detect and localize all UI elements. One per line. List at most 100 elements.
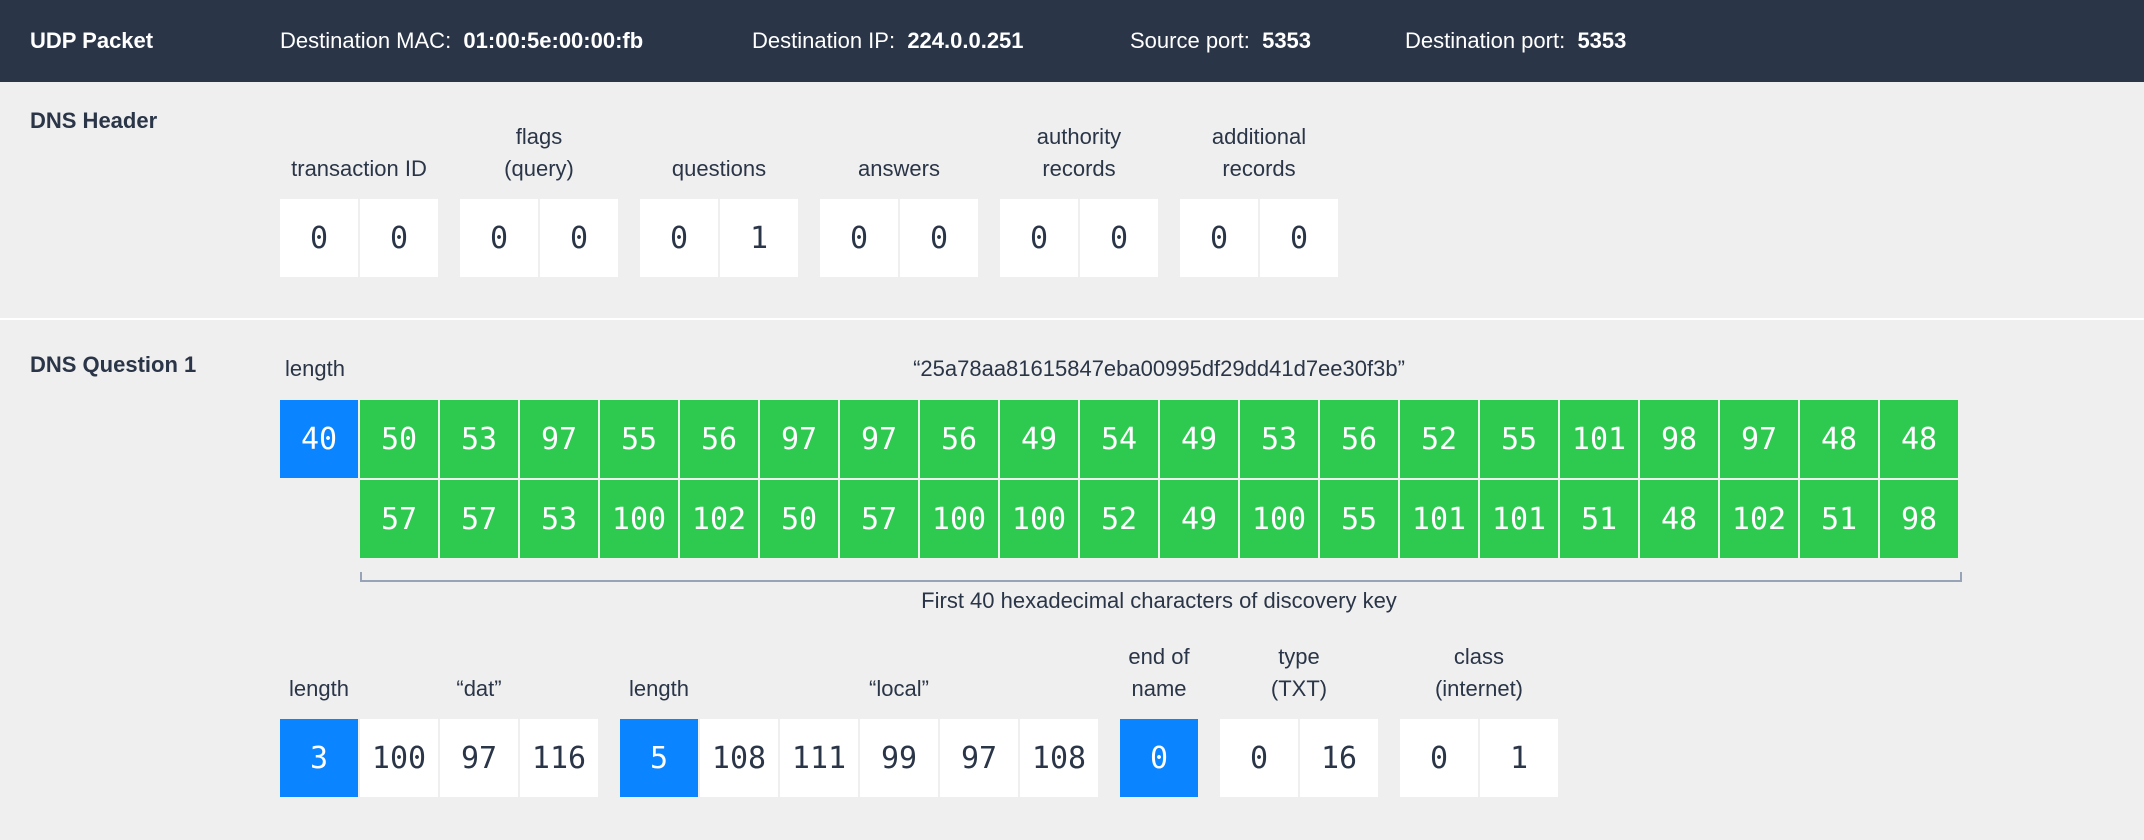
byte-cell: 3 xyxy=(280,719,358,797)
key-byte-cell: 55 xyxy=(1320,480,1398,558)
header-field-1: flags (query) 0 0 xyxy=(460,121,618,277)
src-port-label: Source port: xyxy=(1130,28,1250,53)
type-label: type (TXT) xyxy=(1270,644,1328,701)
class-label: class (internet) xyxy=(1434,644,1524,701)
byte-cell: 0 xyxy=(1120,719,1198,797)
header-field-5-label: additional records xyxy=(1211,124,1307,181)
dat-length-bytes: 3 xyxy=(280,719,358,797)
dns-question-title: DNS Question 1 xyxy=(30,352,197,377)
key-byte-cell: 52 xyxy=(1080,480,1158,558)
byte-cell: 99 xyxy=(860,719,938,797)
key-byte-cell: 97 xyxy=(520,400,598,478)
key-byte-cell: 55 xyxy=(1480,400,1558,478)
key-byte-cell: 49 xyxy=(1000,400,1078,478)
byte-cell: 5 xyxy=(620,719,698,797)
header-field-0: transaction ID 0 0 xyxy=(280,153,438,277)
key-byte-cell: 48 xyxy=(1640,480,1718,558)
key-byte-cell: 100 xyxy=(1240,480,1318,558)
end-of-name-bytes: 0 xyxy=(1120,719,1198,797)
byte-cell: 100 xyxy=(360,719,438,797)
dest-ip-value: 224.0.0.251 xyxy=(907,28,1024,53)
key-byte-cell: 49 xyxy=(1160,480,1238,558)
key-byte-cell: 57 xyxy=(360,480,438,558)
byte-cell: 0 xyxy=(460,199,538,277)
header-field-3: answers 0 0 xyxy=(820,153,978,277)
key-byte-cell: 56 xyxy=(1320,400,1398,478)
key-byte-cell: 53 xyxy=(520,480,598,558)
key-byte-cell: 98 xyxy=(1640,400,1718,478)
byte-cell: 108 xyxy=(700,719,778,797)
header-field-3-label: answers xyxy=(858,156,940,181)
key-byte-cell: 97 xyxy=(1720,400,1798,478)
key-byte-cell: 100 xyxy=(920,480,998,558)
byte-cell: 111 xyxy=(780,719,858,797)
key-byte-cell: 102 xyxy=(1720,480,1798,558)
key-byte-cell: 100 xyxy=(1000,480,1078,558)
key-byte-cell: 57 xyxy=(440,480,518,558)
end-of-name-label: end of name xyxy=(1128,644,1190,701)
byte-cell: 0 xyxy=(1220,719,1298,797)
header-field-2-label: questions xyxy=(671,156,767,181)
dest-mac-value: 01:00:5e:00:00:fb xyxy=(463,28,644,53)
header-field-4-label: authority records xyxy=(1036,124,1122,181)
key-byte-cell: 53 xyxy=(440,400,518,478)
header-field-5: additional records 0 0 xyxy=(1180,121,1338,277)
byte-cell: 16 xyxy=(1300,719,1378,797)
byte-cell: 0 xyxy=(1080,199,1158,277)
class: class (internet) 0 1 xyxy=(1400,641,1558,797)
local-chars: “local” 108 111 99 97 108 xyxy=(700,673,1098,797)
label-local: length 5 “local” 108 111 99 97 108 xyxy=(620,673,1098,797)
type: type (TXT) 0 16 xyxy=(1220,641,1378,797)
local-chars-bytes: 108 111 99 97 108 xyxy=(700,719,1098,797)
header-field-1-label: flags (query) xyxy=(504,124,574,181)
key-byte-cell: 101 xyxy=(1560,400,1638,478)
dns-header-fields: transaction ID 0 0 flags (query) 0 0 questions… xyxy=(280,120,1360,277)
byte-cell: 0 xyxy=(900,199,978,277)
key-byte-cell: 100 xyxy=(600,480,678,558)
byte-cell: 0 xyxy=(640,199,718,277)
dest-port-value: 5353 xyxy=(1577,28,1627,53)
local-chars-label: “local” xyxy=(869,676,929,701)
byte-cell: 0 xyxy=(1180,199,1258,277)
byte-cell: 0 xyxy=(1260,199,1338,277)
key-string: “25a78aa81615847eba00995df29dd41d7ee30f3… xyxy=(913,356,1405,381)
type-bytes: 0 16 xyxy=(1220,719,1378,797)
key-byte-cell: 102 xyxy=(680,480,758,558)
key-byte-cell: 57 xyxy=(840,480,918,558)
key-byte-cell: 97 xyxy=(760,400,838,478)
key-byte-cell: 51 xyxy=(1560,480,1638,558)
key-byte-cell: 52 xyxy=(1400,400,1478,478)
key-length-label: length xyxy=(285,356,345,381)
dns-header-title: DNS Header xyxy=(30,108,158,133)
byte-cell: 0 xyxy=(280,199,358,277)
label-dat: length 3 “dat” 100 97 116 xyxy=(280,673,598,797)
dns-question-fields: length 3 “dat” 100 97 116 length 5 “local” 108 111… xyxy=(280,640,1580,797)
dest-mac: Destination MAC: 01:00:5e:00:00:fb xyxy=(280,28,643,54)
src-port: Source port: 5353 xyxy=(1130,28,1311,54)
dest-mac-label: Destination MAC: xyxy=(280,28,452,53)
byte-cell: 116 xyxy=(520,719,598,797)
dat-length-label: length xyxy=(289,676,349,701)
dat-chars-bytes: 100 97 116 xyxy=(360,719,598,797)
udp-packet-bar: UDP Packet Destination MAC: 01:00:5e:00:… xyxy=(0,0,2144,82)
byte-cell: 0 xyxy=(1400,719,1478,797)
dat-chars-label: “dat” xyxy=(456,676,502,701)
key-byte-cell: 97 xyxy=(840,400,918,478)
dest-ip: Destination IP: 224.0.0.251 xyxy=(752,28,1024,54)
dest-port: Destination port: 5353 xyxy=(1405,28,1626,54)
key-byte-cell: 49 xyxy=(1160,400,1238,478)
byte-cell: 108 xyxy=(1020,719,1098,797)
key-byte-cell: 48 xyxy=(1800,400,1878,478)
byte-cell: 0 xyxy=(540,199,618,277)
key-byte-cell: 55 xyxy=(600,400,678,478)
key-byte-cell: 56 xyxy=(920,400,998,478)
dest-port-label: Destination port: xyxy=(1405,28,1566,53)
key-byte-cell: 48 xyxy=(1880,400,1958,478)
dat-length: length 3 xyxy=(280,673,358,797)
key-byte-cell: 54 xyxy=(1080,400,1158,478)
